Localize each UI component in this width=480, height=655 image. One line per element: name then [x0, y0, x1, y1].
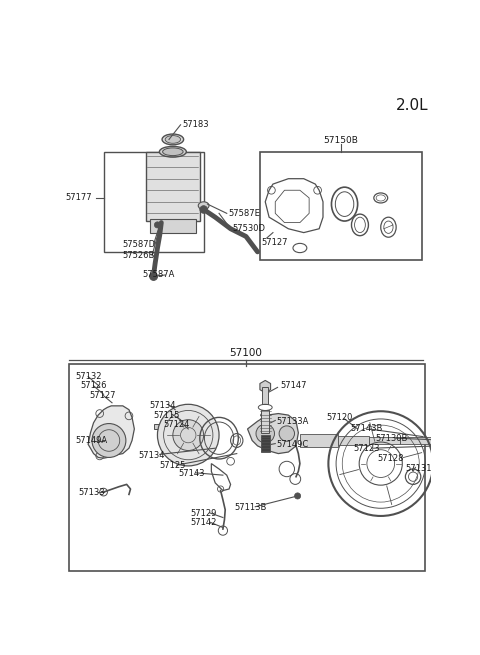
Circle shape — [155, 222, 160, 228]
Text: 57132: 57132 — [75, 372, 102, 381]
Text: 57127: 57127 — [262, 238, 288, 247]
Text: 57530D: 57530D — [232, 224, 265, 233]
Text: 57134: 57134 — [150, 402, 176, 410]
Bar — [260, 152, 421, 259]
Bar — [261, 435, 270, 452]
Text: 57149A: 57149A — [75, 436, 107, 445]
Text: 57126: 57126 — [81, 381, 107, 390]
Text: 57143B: 57143B — [350, 424, 383, 434]
Polygon shape — [260, 381, 271, 393]
Text: 57115: 57115 — [154, 411, 180, 420]
Text: 57131: 57131 — [406, 464, 432, 474]
Text: 57133A: 57133A — [277, 417, 309, 426]
Text: 57125: 57125 — [160, 461, 186, 470]
Ellipse shape — [159, 146, 186, 157]
Bar — [150, 219, 196, 233]
Ellipse shape — [162, 134, 184, 145]
Text: 57147: 57147 — [281, 381, 307, 390]
Text: 57134: 57134 — [138, 451, 165, 460]
Ellipse shape — [165, 136, 180, 143]
Text: 57113B: 57113B — [234, 503, 267, 512]
Bar — [146, 152, 200, 221]
Circle shape — [173, 420, 204, 451]
Bar — [400, 438, 431, 443]
Circle shape — [256, 424, 275, 443]
Polygon shape — [248, 413, 299, 454]
Circle shape — [279, 426, 295, 441]
Circle shape — [157, 404, 219, 466]
Text: 57133: 57133 — [78, 487, 105, 496]
Text: 57150B: 57150B — [323, 136, 358, 145]
Bar — [338, 436, 369, 445]
Bar — [69, 364, 425, 571]
Circle shape — [200, 206, 207, 214]
Text: 57143: 57143 — [178, 469, 205, 478]
Bar — [104, 152, 204, 252]
Text: 57129: 57129 — [191, 509, 217, 518]
Text: 57127: 57127 — [90, 390, 116, 400]
Text: 57142: 57142 — [191, 518, 217, 527]
Text: 57587D: 57587D — [123, 240, 156, 249]
Bar — [262, 387, 268, 404]
Text: 2.0L: 2.0L — [396, 98, 429, 113]
Bar — [154, 424, 169, 429]
Text: 57120: 57120 — [327, 413, 353, 422]
Text: 57587A: 57587A — [142, 271, 174, 280]
Circle shape — [150, 272, 157, 280]
Text: 57149C: 57149C — [277, 440, 309, 449]
Circle shape — [295, 493, 300, 499]
Text: 57183: 57183 — [182, 121, 209, 129]
Bar — [262, 409, 269, 433]
Bar — [300, 434, 338, 447]
Text: 57128: 57128 — [377, 454, 403, 462]
Circle shape — [92, 424, 126, 457]
Ellipse shape — [198, 202, 209, 210]
Text: 57130B: 57130B — [375, 434, 408, 443]
Bar — [369, 437, 400, 444]
Text: 57100: 57100 — [229, 348, 263, 358]
Text: 57587E: 57587E — [228, 209, 260, 218]
Text: 57124: 57124 — [164, 420, 190, 429]
Text: 57526B: 57526B — [123, 252, 155, 260]
Ellipse shape — [163, 148, 183, 156]
Text: 57177: 57177 — [65, 193, 92, 202]
Polygon shape — [88, 406, 134, 458]
Text: 57123: 57123 — [354, 443, 380, 453]
